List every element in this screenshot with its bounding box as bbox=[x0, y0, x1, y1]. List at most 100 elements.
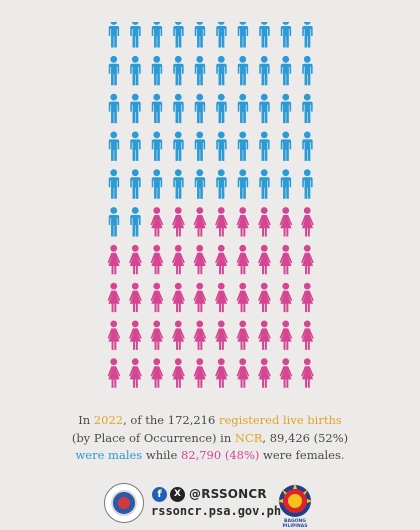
man-icon bbox=[151, 22, 163, 48]
man-icon bbox=[280, 55, 292, 86]
man-icon bbox=[173, 169, 184, 199]
man-icon bbox=[216, 22, 227, 48]
woman-icon bbox=[279, 207, 293, 237]
man-icon bbox=[302, 93, 313, 124]
woman-icon bbox=[150, 320, 164, 350]
man-icon bbox=[108, 93, 120, 124]
man-icon bbox=[151, 55, 163, 86]
man-icon bbox=[302, 55, 313, 86]
woman-icon bbox=[236, 320, 250, 350]
man-icon bbox=[259, 169, 270, 199]
man-icon bbox=[151, 169, 163, 199]
man-icon bbox=[237, 22, 249, 48]
woman-icon bbox=[193, 207, 207, 237]
man-icon bbox=[173, 131, 184, 161]
woman-icon bbox=[150, 358, 164, 388]
social-links: f X @RSSONCR bbox=[152, 486, 267, 502]
woman-icon bbox=[279, 358, 293, 388]
man-icon bbox=[302, 169, 313, 199]
woman-icon bbox=[258, 320, 271, 350]
caption-text: (by Place of Occurrence) in bbox=[71, 430, 235, 445]
man-icon bbox=[130, 169, 141, 199]
man-icon bbox=[280, 93, 292, 124]
woman-icon bbox=[172, 244, 185, 275]
caption-region: NCR bbox=[234, 430, 263, 445]
man-icon bbox=[108, 131, 120, 161]
man-icon bbox=[216, 169, 227, 199]
woman-icon bbox=[258, 358, 271, 388]
caption-text: , 89,426 (52%) bbox=[262, 430, 349, 445]
bagong-pilipinas-logo: BAGONG PILIPINAS bbox=[272, 483, 318, 529]
man-icon bbox=[130, 131, 141, 161]
woman-icon bbox=[193, 282, 207, 313]
man-icon bbox=[194, 93, 206, 124]
woman-icon bbox=[193, 320, 207, 350]
man-icon bbox=[237, 55, 249, 86]
woman-icon bbox=[236, 244, 250, 275]
psa-seal-icon bbox=[104, 483, 144, 523]
man-icon bbox=[259, 22, 270, 48]
woman-icon bbox=[215, 320, 228, 350]
woman-icon bbox=[150, 244, 164, 275]
x-icon[interactable]: X bbox=[170, 486, 185, 502]
footer: f X @RSSONCR rssoncr.psa.gov.ph BAGONG P… bbox=[0, 483, 420, 529]
man-icon bbox=[280, 22, 292, 48]
man-icon bbox=[151, 131, 163, 161]
woman-icon bbox=[236, 358, 250, 388]
woman-icon bbox=[301, 282, 314, 313]
website-url[interactable]: rssoncr.psa.gov.ph bbox=[151, 504, 282, 518]
man-icon bbox=[216, 93, 227, 124]
man-icon bbox=[108, 169, 120, 199]
man-icon bbox=[280, 169, 292, 199]
man-icon bbox=[237, 169, 249, 199]
woman-icon bbox=[150, 207, 164, 237]
woman-icon bbox=[129, 358, 142, 388]
woman-icon bbox=[279, 244, 293, 275]
caption-text: In bbox=[78, 413, 94, 427]
man-icon bbox=[108, 55, 120, 86]
man-icon bbox=[194, 131, 206, 161]
woman-icon bbox=[193, 358, 207, 388]
man-icon bbox=[173, 93, 184, 124]
man-icon bbox=[194, 55, 206, 86]
woman-icon bbox=[107, 244, 121, 275]
caption-females: 82,790 (48%) bbox=[180, 448, 260, 462]
caption-text: , of the 172,216 bbox=[123, 413, 219, 427]
woman-icon bbox=[236, 207, 250, 237]
caption-males: were males bbox=[75, 448, 143, 462]
woman-icon bbox=[107, 320, 121, 350]
man-icon bbox=[108, 22, 120, 48]
woman-icon bbox=[150, 282, 164, 313]
man-icon bbox=[151, 93, 163, 124]
woman-icon bbox=[215, 244, 228, 275]
woman-icon bbox=[107, 282, 121, 313]
man-icon bbox=[173, 55, 184, 86]
man-icon bbox=[280, 131, 292, 161]
caption-registered: registered live births bbox=[218, 413, 342, 427]
man-icon bbox=[130, 207, 141, 237]
woman-icon bbox=[258, 244, 271, 275]
caption-text: were females. bbox=[259, 448, 345, 462]
man-icon bbox=[216, 131, 227, 161]
woman-icon bbox=[301, 320, 314, 350]
woman-icon bbox=[172, 358, 185, 388]
woman-icon bbox=[258, 282, 271, 313]
woman-icon bbox=[172, 207, 185, 237]
man-icon bbox=[259, 131, 270, 161]
man-icon bbox=[194, 22, 206, 48]
woman-icon bbox=[193, 244, 207, 275]
woman-icon bbox=[215, 207, 228, 237]
man-icon bbox=[237, 93, 249, 124]
pictograph-grid bbox=[103, 22, 318, 400]
woman-icon bbox=[236, 282, 250, 313]
woman-icon bbox=[172, 282, 185, 313]
woman-icon bbox=[301, 207, 314, 237]
man-icon bbox=[173, 22, 184, 48]
woman-icon bbox=[279, 320, 293, 350]
facebook-icon[interactable]: f bbox=[152, 486, 167, 502]
woman-icon bbox=[301, 358, 314, 388]
woman-icon bbox=[129, 282, 142, 313]
man-icon bbox=[259, 55, 270, 86]
man-icon bbox=[130, 55, 141, 86]
woman-icon bbox=[172, 320, 185, 350]
